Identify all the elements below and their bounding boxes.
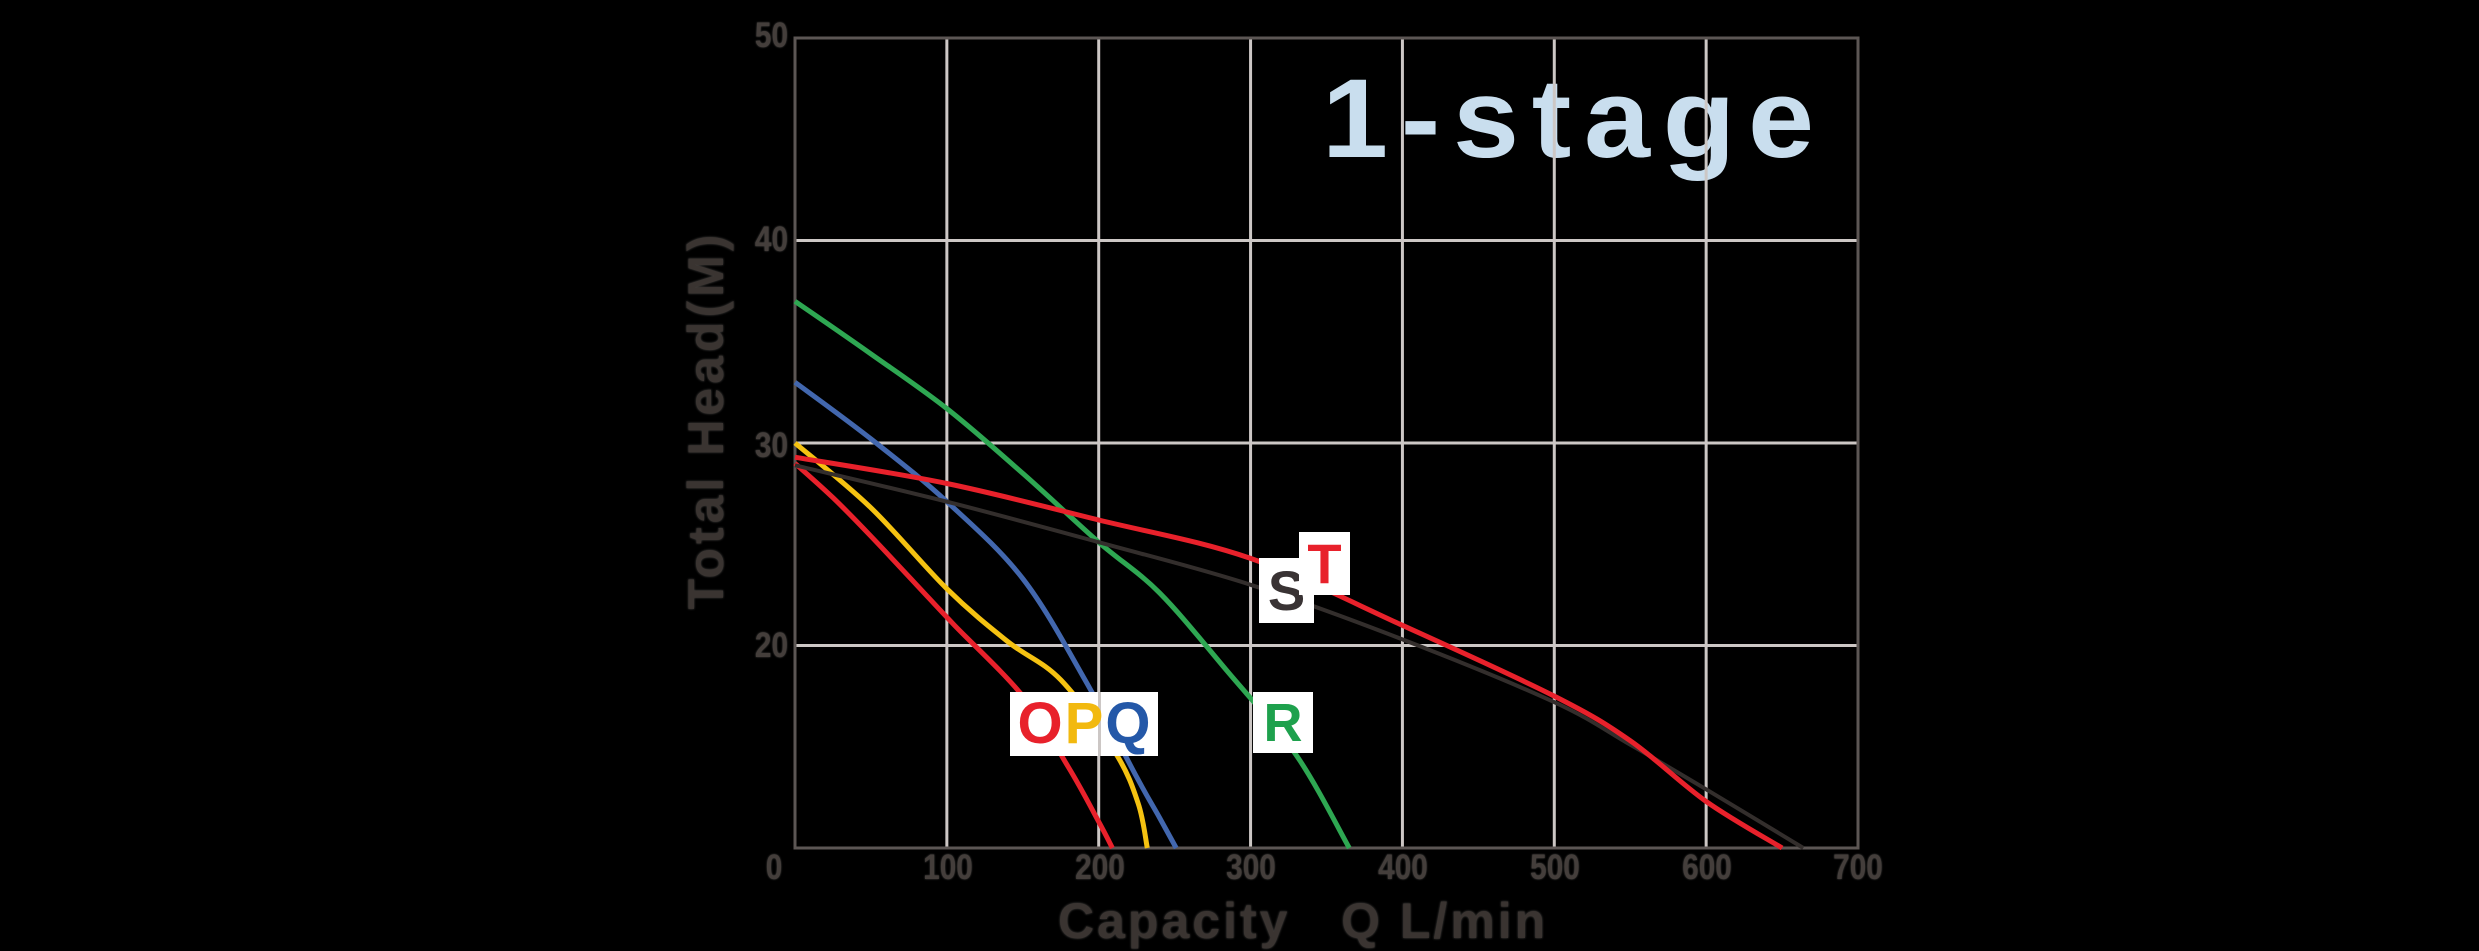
curve-T	[794, 454, 1784, 851]
curve-label-O: O	[1017, 691, 1063, 756]
x-tick-label-100: 100	[923, 848, 973, 887]
x-tick-label-400: 400	[1378, 848, 1428, 887]
x-tick-label-700: 700	[1833, 848, 1883, 887]
curve-label-P: P	[1064, 691, 1104, 756]
x-tick-label-0: 0	[765, 848, 783, 887]
curve-label-Q: Q	[1105, 691, 1151, 756]
x-axis-title: Capacity Q L/min	[1058, 893, 1549, 949]
curve-label-box-r: R	[1253, 692, 1313, 753]
x-tick-label-500: 500	[1530, 848, 1580, 887]
y-tick-label-20: 20	[754, 626, 788, 665]
x-tick-label-200: 200	[1075, 848, 1125, 887]
y-tick-label-40: 40	[754, 220, 788, 259]
x-tick-label-600: 600	[1682, 848, 1732, 887]
chart-title: 1-stage	[1322, 56, 1827, 181]
y-axis-title: Total Head(M)	[678, 230, 734, 610]
y-tick-label-50: 50	[754, 16, 788, 55]
curve-P	[793, 441, 1150, 849]
curve-Q	[793, 380, 1179, 850]
curve-label-R: R	[1263, 692, 1303, 753]
curve-label-T: T	[1307, 531, 1342, 595]
curve-label-box-opq: O P Q	[1010, 692, 1158, 756]
y-tick-label-30: 30	[754, 426, 788, 465]
x-tick-label-300: 300	[1226, 848, 1276, 887]
curve-label-box-t: T	[1299, 532, 1350, 595]
curve-S	[794, 463, 1805, 850]
curve-label-S: S	[1267, 558, 1306, 622]
curve-O	[793, 461, 1115, 850]
